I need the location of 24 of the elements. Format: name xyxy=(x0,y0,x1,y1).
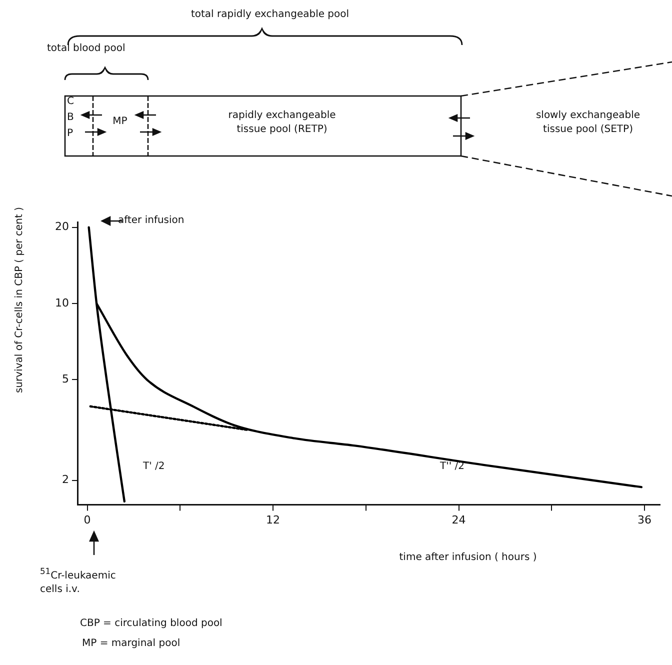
text: B xyxy=(67,111,74,125)
text: P xyxy=(67,127,74,141)
text: slowly exchangeable tissue pool (SETP) xyxy=(534,109,642,137)
x-tick-label: 0 xyxy=(84,513,91,526)
y-tick-label: 20 xyxy=(54,220,69,234)
text: total rapidly exchangeable pool xyxy=(190,8,350,22)
text: MP = marginal pool xyxy=(82,637,180,651)
annotation: T' /2 xyxy=(143,460,165,474)
annotation: T'' /2 xyxy=(440,460,465,474)
text: $^{51}$Cr-leukaemic cells i.v. xyxy=(40,565,117,598)
text: rapidly exchangeable tissue pool (RETP) xyxy=(227,109,337,137)
y-tick-label: 10 xyxy=(54,296,69,310)
text: C xyxy=(67,95,74,109)
x-tick-label: 24 xyxy=(452,513,466,526)
text: MP xyxy=(112,115,128,129)
y-tick-label: 5 xyxy=(62,372,69,386)
y-tick-label: 2 xyxy=(62,473,69,486)
x-tick-label: 36 xyxy=(638,513,652,526)
x-axis-title: time after infusion ( hours ) xyxy=(399,551,537,565)
x-tick-label: 12 xyxy=(266,513,280,526)
text: total blood pool xyxy=(47,42,126,56)
text: CBP = circulating blood pool xyxy=(80,617,222,631)
annotation: after infusion xyxy=(118,214,184,228)
y-axis-title: survival of Cr-cells in CBP ( per cent ) xyxy=(13,206,26,394)
